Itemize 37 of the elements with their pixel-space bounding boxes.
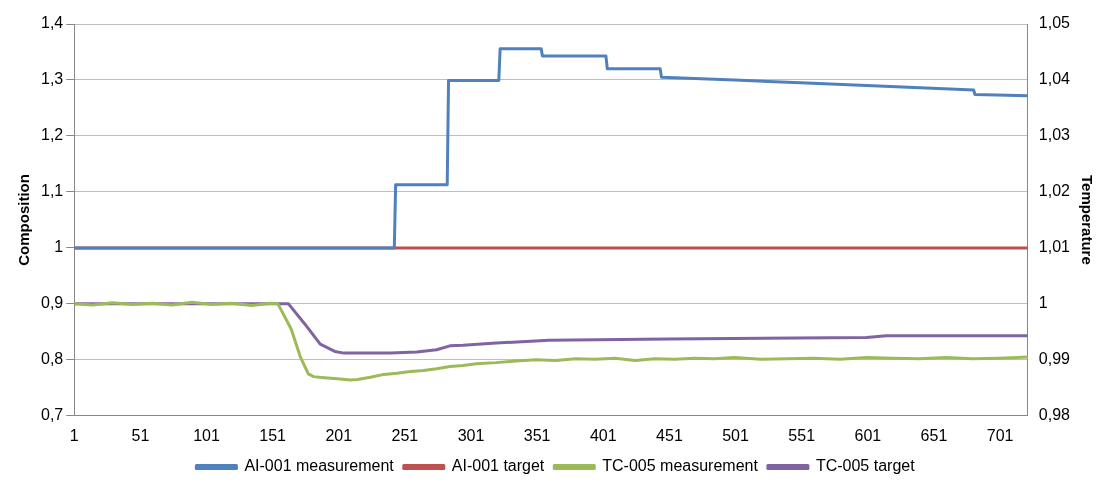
y-tick-label: 0,7: [40, 406, 64, 424]
y-tick-label: 0,9: [40, 294, 64, 312]
y2-tick-label: 1,05: [1038, 14, 1071, 32]
legend-label: TC-005 target: [815, 457, 916, 475]
y-tick-label: 1,4: [40, 14, 64, 32]
x-tick-label: 1: [69, 426, 79, 444]
y2-tick-label: 0,98: [1038, 406, 1071, 424]
y2-tick-label: 0,99: [1038, 350, 1071, 368]
x-tick-label: 501: [722, 426, 749, 444]
y2-tick-label: 1,03: [1038, 126, 1071, 144]
legend-label: AI-001 target: [451, 457, 545, 475]
x-tick-label: 301: [457, 426, 485, 444]
x-tick-label: 101: [193, 426, 220, 444]
y2-tick-label: 1: [1038, 294, 1048, 312]
y-tick-label: 1,2: [40, 126, 64, 144]
y2-tick-label: 1,04: [1038, 70, 1071, 88]
x-tick-label: 251: [391, 426, 419, 444]
x-tick-label: 151: [259, 426, 287, 444]
legend-label: AI-001 measurement: [244, 457, 395, 475]
y-axis-title: Composition: [15, 174, 33, 266]
x-tick-label: 401: [589, 426, 617, 444]
y2-tick-label: 1,02: [1038, 182, 1071, 200]
x-tick-label: 201: [325, 426, 353, 444]
y2-tick-label: 1,01: [1038, 238, 1071, 256]
x-tick-label: 451: [656, 426, 683, 444]
x-tick-label: 651: [920, 426, 948, 444]
x-tick-label: 351: [523, 426, 551, 444]
y-tick-label: 0,8: [40, 350, 64, 368]
x-tick-label: 51: [131, 426, 150, 444]
y-tick-label: 1: [54, 238, 64, 256]
x-tick-label: 601: [854, 426, 882, 444]
legend-label: TC-005 measurement: [602, 457, 759, 475]
x-tick-label: 551: [788, 426, 816, 444]
x-tick-label: 701: [986, 426, 1014, 444]
y-tick-label: 1,1: [40, 182, 64, 200]
y2-axis-title: Temperature: [1078, 175, 1096, 265]
y-tick-label: 1,3: [40, 70, 64, 88]
